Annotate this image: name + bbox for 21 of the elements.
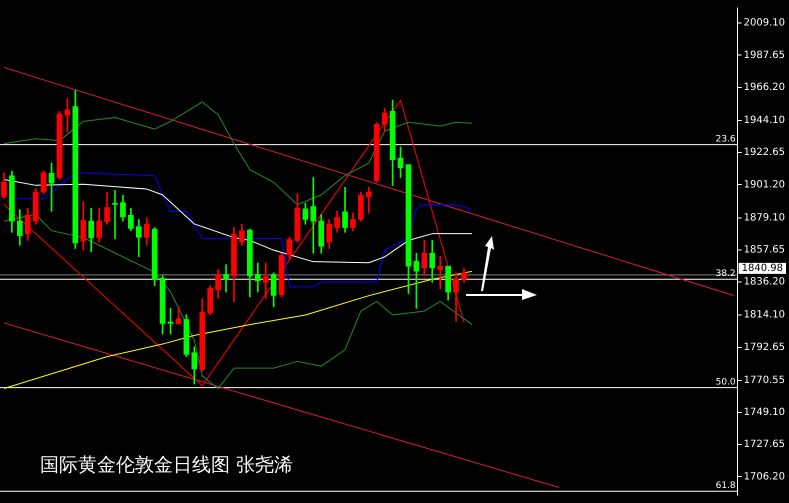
- y-tick-label: 1792.65: [744, 342, 786, 353]
- y-tick-label: 1836.20: [744, 276, 786, 288]
- y-tick-label: 1770.55: [744, 374, 786, 386]
- y-tick-label: 1987.65: [744, 50, 786, 61]
- y-tick-label: 1879.10: [744, 212, 786, 224]
- annotation: 50.0: [716, 377, 736, 388]
- ref-line-label: 1840.98: [742, 262, 784, 274]
- text: 国际黄金伦敦金日线图 张尧浠: [40, 453, 294, 478]
- y-tick-label: 1922.65: [744, 147, 786, 158]
- y-tick-label: 1814.10: [744, 310, 786, 321]
- y-tick-label: 1706.20: [744, 471, 786, 482]
- y-tick-label: 2009.10: [744, 18, 786, 29]
- y-tick-label: 1749.10: [744, 407, 786, 418]
- annotation: 38.2: [716, 269, 736, 280]
- y-tick-label: 1727.65: [744, 439, 786, 450]
- y-tick-label: 1901.20: [744, 179, 786, 190]
- y-tick-label: 1857.65: [744, 244, 786, 256]
- annotation: 23.6: [716, 134, 736, 144]
- y-tick-label: 1966.20: [744, 82, 786, 93]
- y-tick-label: 1944.10: [744, 115, 786, 126]
- annotation: 61.8: [716, 481, 736, 492]
